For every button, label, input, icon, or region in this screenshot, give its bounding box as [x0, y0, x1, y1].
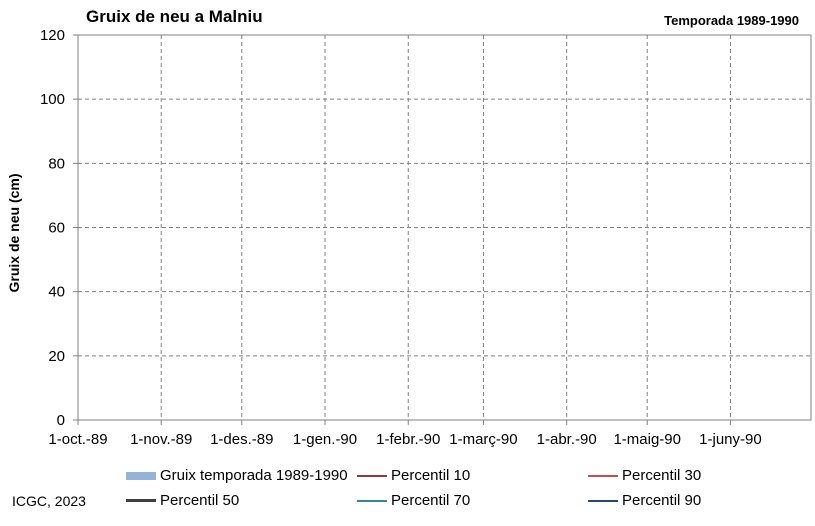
legend-label-p90: Percentil 90: [622, 492, 702, 509]
x-tick-label: 1-oct.-89: [48, 431, 107, 448]
legend-item-p10: Percentil 10: [357, 467, 470, 484]
legend-label-p10: Percentil 10: [391, 467, 471, 484]
x-tick-label: 1-febr.-90: [376, 431, 440, 448]
x-tick-label: 1-gen.-90: [293, 431, 357, 448]
y-tick-label: 80: [48, 155, 65, 172]
y-tick-label: 120: [40, 27, 65, 44]
x-tick-label: 1-abr.-90: [537, 431, 597, 448]
y-tick-label: 60: [48, 220, 65, 237]
x-tick-label: 1-nov.-89: [130, 431, 192, 448]
legend-label-p30: Percentil 30: [622, 467, 702, 484]
legend-swatch-p10: [357, 474, 387, 477]
x-tick-label: 1-des.-89: [210, 431, 273, 448]
legend-item-p50: Percentil 50: [126, 492, 239, 509]
chart-subtitle: Temporada 1989-1990: [664, 13, 799, 28]
x-tick-label: 1-maig-90: [613, 431, 681, 448]
legend-item-season: Gruix temporada 1989-1990: [126, 467, 348, 484]
x-tick-label: 1-març-90: [449, 431, 517, 448]
x-tick-label: 1-juny-90: [699, 431, 762, 448]
y-axis-label: Gruix de neu (cm): [6, 173, 22, 292]
legend-swatch-season: [126, 471, 156, 480]
y-tick-label: 100: [40, 91, 65, 108]
footer-credit: ICGC, 2023: [12, 493, 86, 509]
legend-label-p50: Percentil 50: [160, 492, 240, 509]
legend-swatch-p70: [357, 499, 387, 502]
legend-swatch-p30: [588, 474, 618, 477]
legend-item-p70: Percentil 70: [357, 492, 470, 509]
legend-item-p30: Percentil 30: [588, 467, 701, 484]
chart-title: Gruix de neu a Malniu: [86, 7, 263, 26]
legend-label-season: Gruix temporada 1989-1990: [160, 467, 348, 484]
legend-label-p70: Percentil 70: [391, 492, 471, 509]
y-tick-label: 40: [48, 284, 65, 301]
legend-swatch-p50: [126, 499, 156, 502]
legend-item-p90: Percentil 90: [588, 492, 701, 509]
legend-swatch-p90: [588, 499, 618, 502]
y-tick-label: 20: [48, 348, 65, 365]
y-tick-label: 0: [57, 412, 65, 429]
